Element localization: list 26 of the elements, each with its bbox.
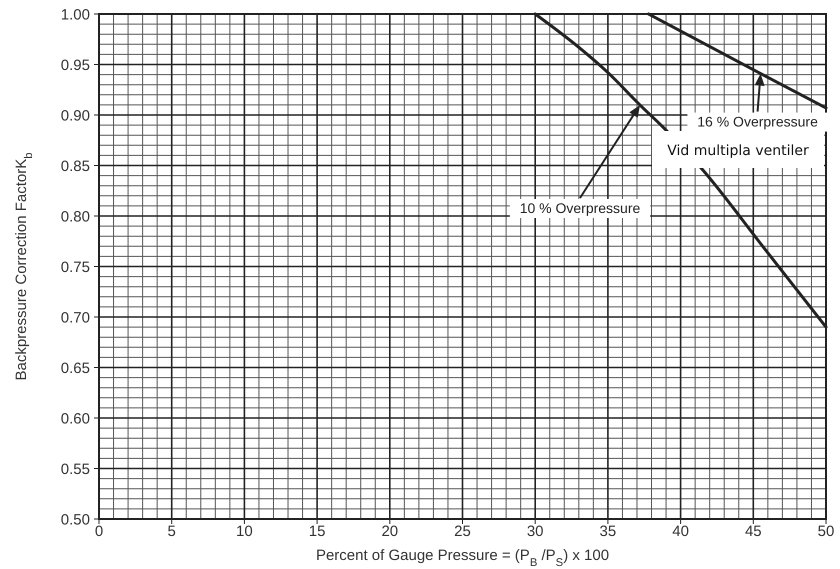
annotation: 10 % Overpressure <box>520 200 641 216</box>
y-tick-label: 0.85 <box>60 158 90 175</box>
x-tick-label: 15 <box>308 523 326 540</box>
y-tick-label: 0.90 <box>60 107 90 124</box>
y-tick-label: 0.50 <box>60 511 90 528</box>
annotation: Vid multipla ventiler <box>667 142 809 159</box>
x-tick-label: 40 <box>672 523 689 540</box>
x-tick-label: 25 <box>454 523 471 540</box>
y-tick-label: 0.75 <box>60 258 90 276</box>
y-tick-label: 1.00 <box>60 6 90 24</box>
x-tick-label: 0 <box>94 523 104 540</box>
y-tick-label: 0.70 <box>60 309 90 326</box>
y-tick-label: 0.80 <box>60 208 90 226</box>
x-tick-label: 45 <box>744 523 762 540</box>
x-tick-label: 5 <box>168 523 176 540</box>
x-axis-title: Percent of Gauge Pressure = (P$_{B}$ /P$_{S}$) x 100 <box>316 547 610 569</box>
x-tick-label: 20 <box>381 523 398 540</box>
y-tick-label: 0.60 <box>60 410 90 428</box>
x-tick-label: 10 <box>236 523 253 540</box>
y-tick-label: 0.95 <box>60 56 90 74</box>
y-tick-label: 0.55 <box>60 460 90 478</box>
x-tick-label: 35 <box>600 523 616 540</box>
y-tick-label: 0.65 <box>60 360 90 377</box>
x-tick-label: 50 <box>818 523 834 540</box>
annotation: 16 % Overpressure <box>697 113 818 130</box>
x-tick-label: 30 <box>526 523 544 540</box>
